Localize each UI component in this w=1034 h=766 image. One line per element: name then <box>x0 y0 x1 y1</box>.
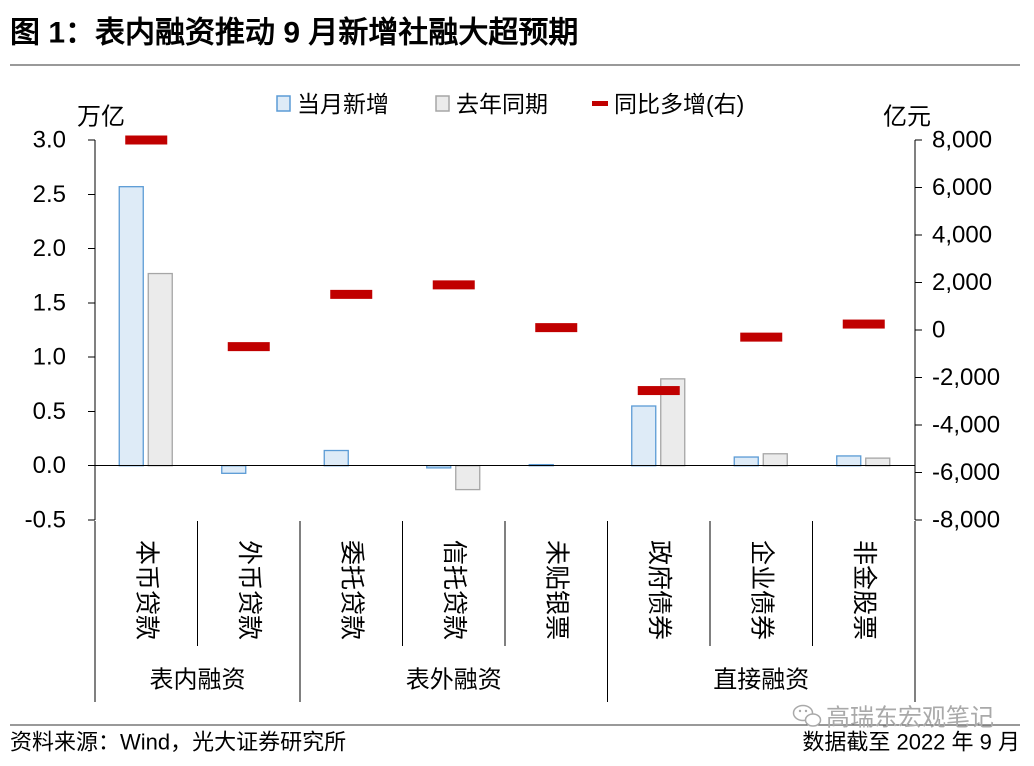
figure-title: 图 1：表内融资推动 9 月新增社融大超预期 <box>10 17 578 50</box>
marker-yoy-increase-6 <box>637 386 680 396</box>
right-axis-tick-label: 6,000 <box>932 174 992 201</box>
right-axis-title: 亿元 <box>883 104 931 131</box>
bar-last-year-4 <box>455 465 481 491</box>
legend-swatch-yoy-increase <box>592 101 608 106</box>
watermark-text: 高瑞东宏观笔记 <box>826 705 994 732</box>
left-axis-tick-label: 2.0 <box>33 235 66 262</box>
right-axis-tick-label: 4,000 <box>932 222 992 249</box>
legend-label-yoy-increase: 同比多增(右) <box>614 91 744 117</box>
left-axis-tick-label: 1.5 <box>33 289 66 316</box>
source-note: 资料来源：Wind，光大证券研究所 <box>10 730 346 755</box>
category-label: 企业债券 <box>747 540 775 640</box>
right-axis-tick-label: -6,000 <box>932 459 1000 486</box>
category-label: 本币贷款 <box>132 540 160 640</box>
left-axis-tick-label: 2.5 <box>33 181 66 208</box>
marker-yoy-increase-4 <box>432 280 475 290</box>
category-label: 外币贷款 <box>235 540 263 640</box>
legend-item-current-month: 当月新增 <box>276 91 389 117</box>
right-axis-tick-label: -8,000 <box>932 507 1000 534</box>
bar-current-month-7 <box>733 456 759 467</box>
left-axis-tick-label: -0.5 <box>25 507 66 534</box>
category-label: 信托贷款 <box>440 540 468 640</box>
bar-current-month-2 <box>221 465 247 474</box>
group-label: 直接融资 <box>713 667 809 694</box>
legend-swatch-current-month <box>276 95 291 112</box>
legend-swatch-last-year <box>435 95 450 112</box>
bar-last-year-8 <box>865 457 891 467</box>
left-axis-tick-label: 1.0 <box>33 344 66 371</box>
marker-yoy-increase-3 <box>330 289 373 299</box>
plot-area: 3.0 2.5 2.0 1.5 1.0 0.5 0.0 -0.5 8,000 6,000 4,000… <box>25 127 1000 702</box>
wechat-icon <box>792 704 822 727</box>
left-axis-tick-label: 0.5 <box>33 398 66 425</box>
category-label: 未贴银票 <box>542 540 570 640</box>
right-axis-tick-label: -4,000 <box>932 412 1000 439</box>
right-axis-tick-label: 8,000 <box>932 127 992 154</box>
bar-current-month-1 <box>118 186 144 467</box>
left-axis-title: 万亿 <box>77 104 125 131</box>
left-axis-tick-label: 3.0 <box>33 127 66 154</box>
bar-current-month-8 <box>836 455 862 467</box>
group-label: 表外融资 <box>406 667 502 694</box>
bar-current-month-6 <box>631 405 657 467</box>
data-date-note: 数据截至 2022 年 9 月 <box>802 730 1020 755</box>
right-axis-tick-label: -2,000 <box>932 364 1000 391</box>
left-axis-tick-label: 0.0 <box>33 452 66 479</box>
marker-yoy-increase-1 <box>125 135 168 145</box>
category-label: 委托贷款 <box>337 540 365 640</box>
category-label: 非金股票 <box>850 540 878 640</box>
marker-yoy-increase-7 <box>740 332 783 342</box>
marker-yoy-increase-2 <box>227 342 270 352</box>
bar-current-month-3 <box>323 449 349 467</box>
group-label: 表内融资 <box>150 667 246 694</box>
legend-label-current-month: 当月新增 <box>297 91 389 117</box>
legend-item-yoy-increase: 同比多增(右) <box>592 91 744 117</box>
legend-label-last-year: 去年同期 <box>456 91 548 117</box>
marker-yoy-increase-8 <box>842 319 885 329</box>
right-axis-tick-label: 2,000 <box>932 269 992 296</box>
legend-item-last-year: 去年同期 <box>435 91 548 117</box>
legend: 当月新增 去年同期 同比多增(右) <box>276 91 744 117</box>
right-axis-tick-label: 0 <box>932 317 945 344</box>
category-label: 政府债券 <box>645 540 673 640</box>
bar-last-year-1 <box>147 272 173 467</box>
bar-last-year-7 <box>762 453 788 467</box>
marker-yoy-increase-5 <box>535 323 578 333</box>
watermark: 高瑞东宏观笔记 <box>792 704 994 732</box>
